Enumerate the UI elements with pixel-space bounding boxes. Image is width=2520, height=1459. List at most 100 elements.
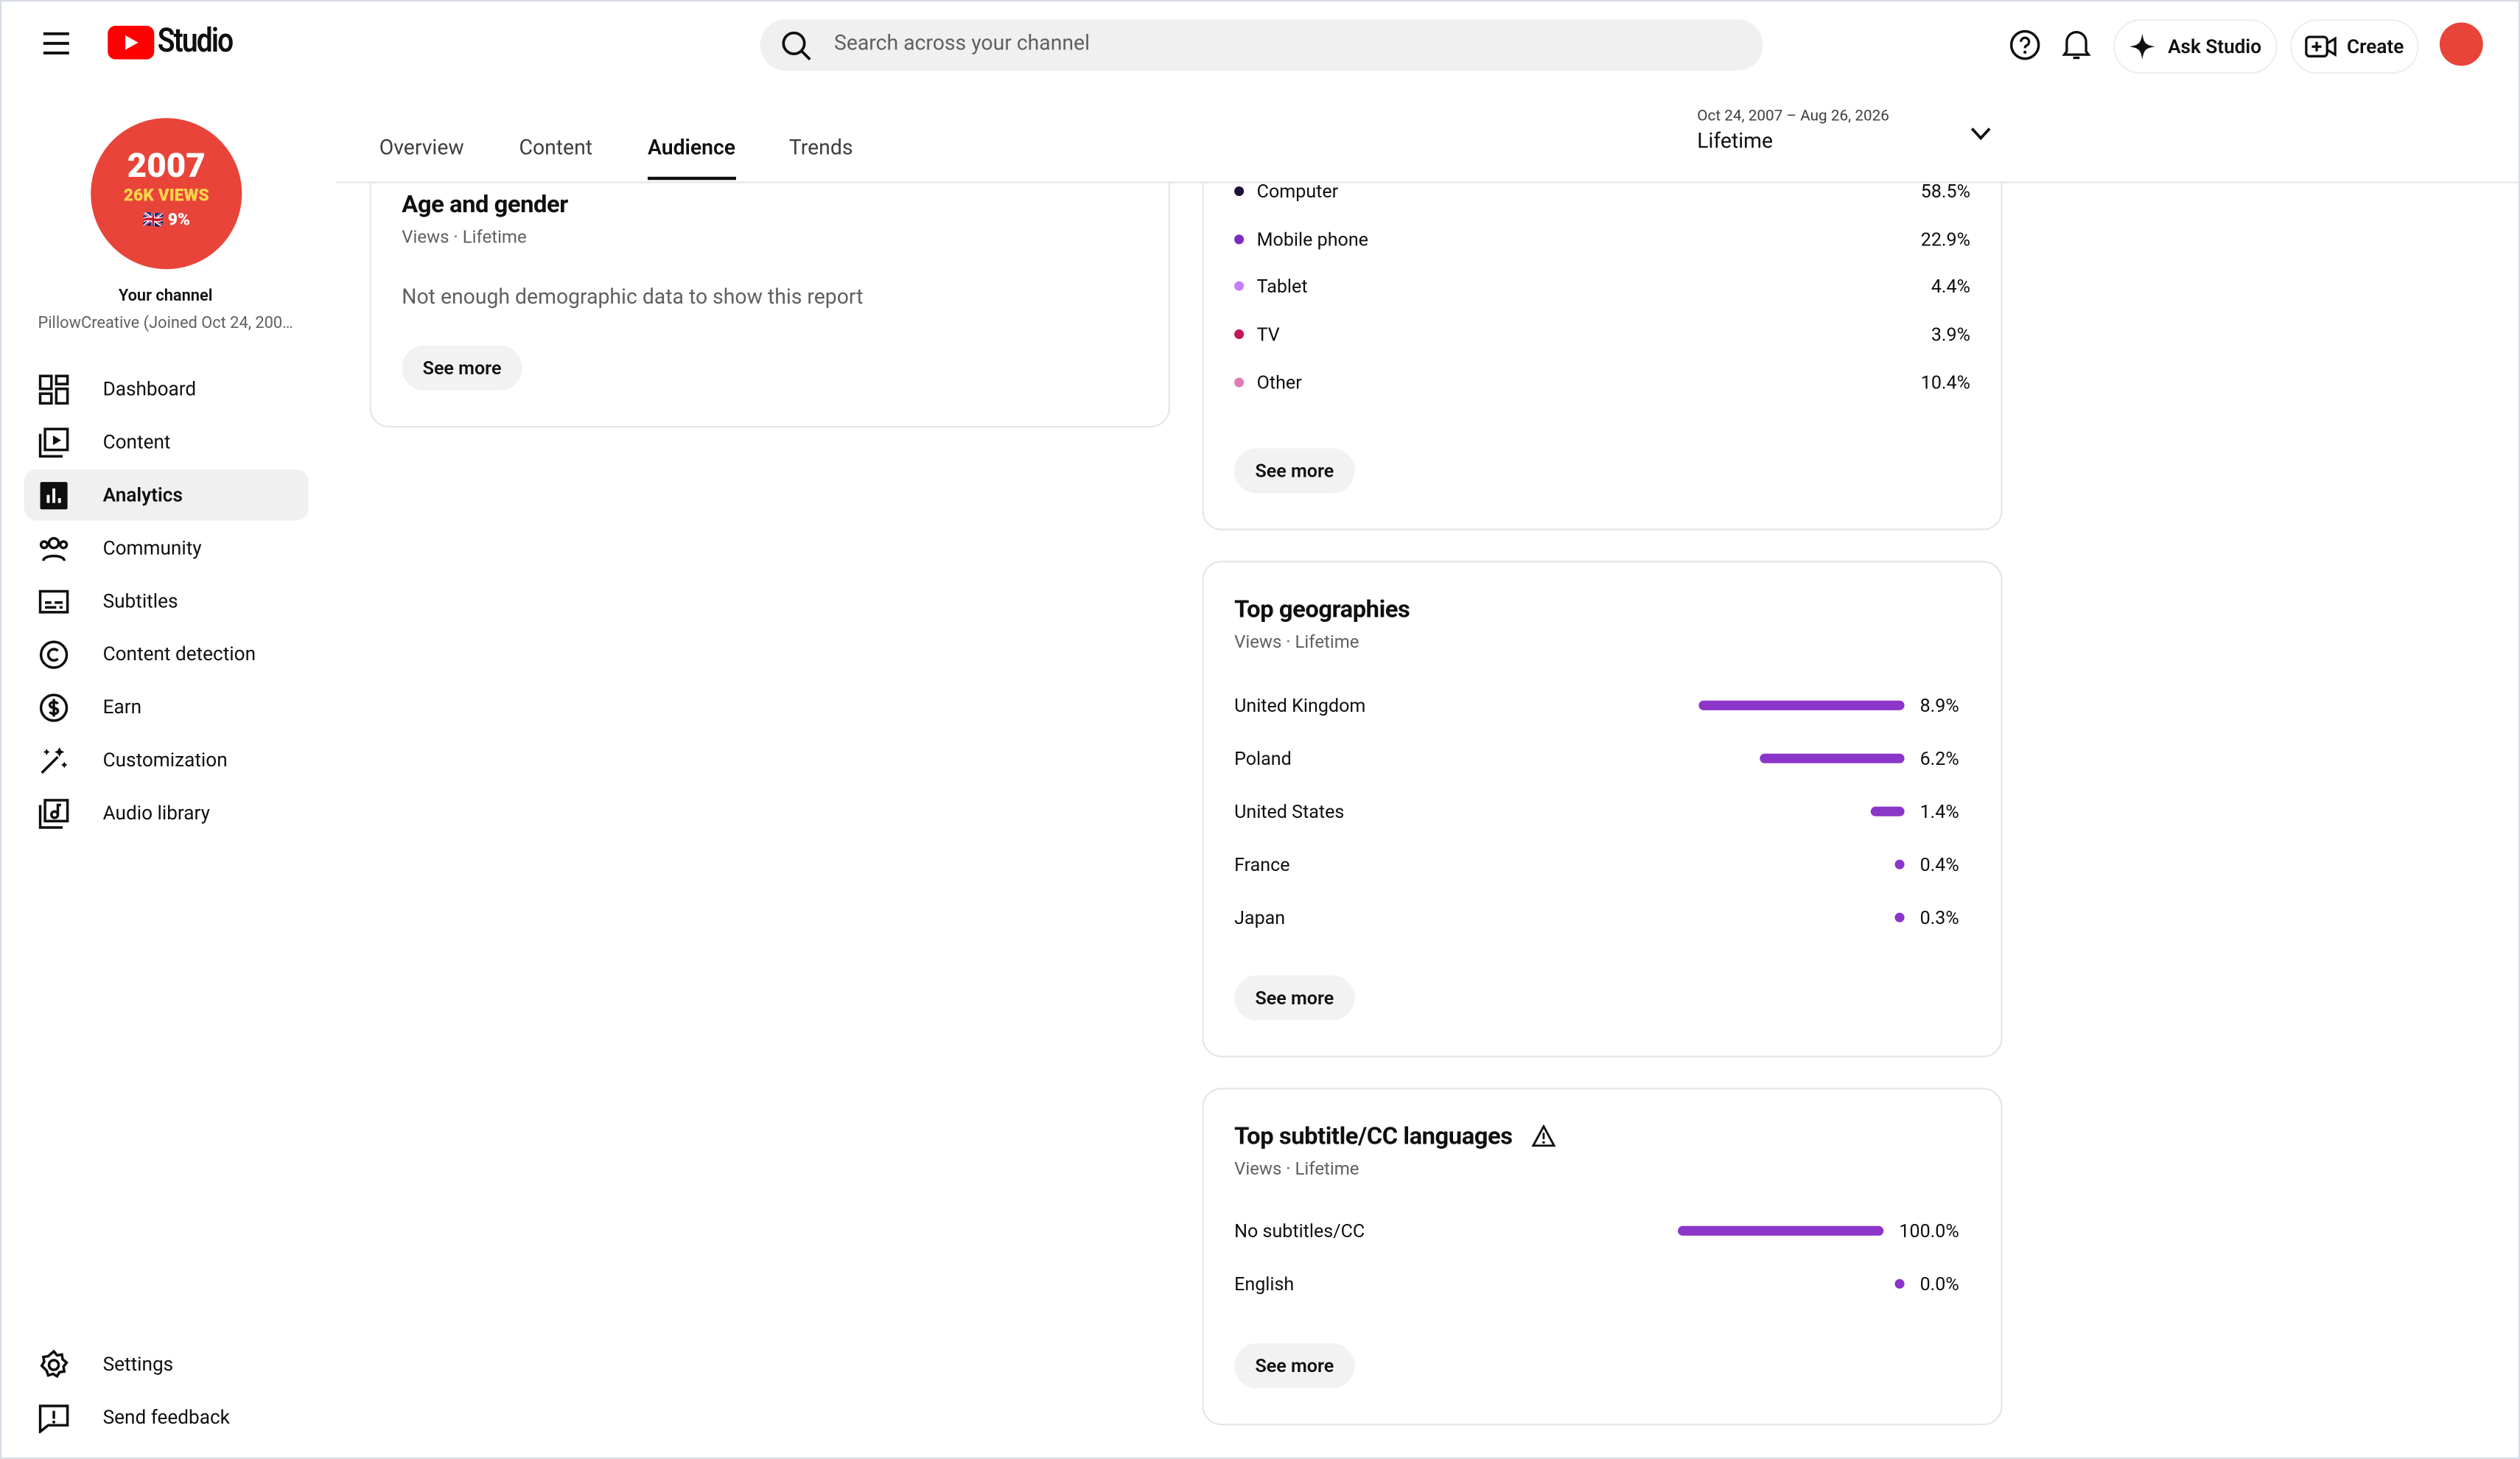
nav-label: Content (102, 430, 171, 453)
row-label: 6.2% (1919, 746, 1959, 770)
nav-label: Dashboard (102, 377, 197, 400)
device-share: 58.5% (1920, 180, 1971, 203)
device-row: Computer 58.5% (1234, 175, 1970, 208)
bar (1677, 1225, 1883, 1236)
channel-name: PillowCreative (Joined Oct 24, 200… (38, 315, 293, 333)
date-range: Oct 24, 2007 – Aug 26, 2026 (1697, 108, 1889, 126)
bar (1894, 859, 1904, 870)
device-row: Mobile phone 22.9% (1234, 223, 1970, 255)
tab[interactable]: Trends (788, 136, 853, 161)
search-placeholder: Search across your channel (833, 32, 1090, 57)
nav-icon (40, 1348, 69, 1377)
avatar-share: 🇬🇧 9% (142, 209, 190, 230)
search-box[interactable]: Search across your channel (760, 19, 1763, 71)
row-label: 1.4% (1919, 800, 1959, 823)
nav-item[interactable]: Content detection (24, 629, 309, 680)
nav-item[interactable]: Customization (24, 735, 309, 786)
bar (1760, 753, 1904, 763)
nav-label: Customization (102, 749, 228, 772)
nav-icon (40, 481, 68, 509)
menu-icon[interactable] (42, 30, 71, 56)
help-icon[interactable] (2009, 29, 2041, 61)
nav-icon (39, 536, 69, 561)
create-icon (2305, 35, 2337, 57)
date-range-label[interactable]: Lifetime (1697, 130, 1774, 155)
bar-row: Japan 0.3% (1234, 901, 1959, 934)
row-name: France (1234, 853, 1290, 876)
row-name: No subtitles/CC (1234, 1220, 1365, 1242)
device-name: Mobile phone (1256, 227, 1369, 251)
bar (1871, 806, 1904, 816)
nav-icon (41, 746, 68, 774)
row-label: 0.4% (1919, 853, 1959, 876)
device-name: Tablet (1256, 275, 1308, 298)
nav-item[interactable]: Subtitles (24, 575, 309, 627)
nav-label: Content detection (102, 643, 256, 665)
devices-card: See more Computer 58.5% Mobile phone 22.9% T… (1202, 98, 2003, 531)
tab[interactable]: Audience (647, 136, 736, 181)
empty-message: Not enough demographic data to show this… (402, 286, 864, 310)
row-name: Poland (1234, 746, 1292, 770)
see-more-button[interactable]: See more (1234, 1343, 1355, 1389)
bar-row: English 0.0% (1234, 1267, 1959, 1300)
device-name: Computer (1256, 180, 1339, 203)
ask-studio-button[interactable]: Ask Studio (2113, 19, 2278, 74)
nav-label: Subtitles (102, 589, 178, 612)
device-name: TV (1256, 323, 1280, 346)
sparkle-icon (2129, 33, 2155, 60)
create-button[interactable]: Create (2290, 19, 2419, 74)
bar-row: France 0.4% (1234, 848, 1959, 881)
card-subtitle: Views · Lifetime (402, 226, 527, 248)
channel-avatar[interactable] (90, 117, 242, 270)
nav-item[interactable]: Dashboard (24, 363, 309, 415)
bar (1894, 912, 1904, 923)
nav-item[interactable]: Send feedback (24, 1391, 309, 1443)
row-name: Japan (1234, 906, 1286, 929)
logo-icon[interactable] (108, 25, 155, 60)
device-share: 10.4% (1920, 371, 1971, 393)
nav-item[interactable]: Community (24, 522, 309, 574)
avatar-year: 2007 (127, 147, 206, 186)
nav-icon (38, 589, 69, 613)
card-title: Top geographies (1234, 594, 1410, 624)
nav-item[interactable]: Content (24, 416, 309, 468)
nav-icon (38, 1404, 69, 1433)
dropdown-chevron[interactable] (1970, 127, 1991, 141)
nav-item[interactable]: Analytics (24, 469, 309, 521)
row-name: English (1234, 1273, 1295, 1295)
device-row: TV 3.9% (1234, 318, 1970, 351)
row-label: 100.0% (1899, 1220, 1959, 1242)
device-name: Other (1256, 371, 1302, 393)
device-share: 22.9% (1920, 227, 1971, 251)
row-label: 8.9% (1919, 694, 1959, 717)
see-more-button[interactable]: See more (1234, 975, 1355, 1021)
see-more-button[interactable]: See more (1234, 448, 1355, 494)
row-label: 0.3% (1919, 906, 1959, 929)
tab[interactable]: Overview (379, 136, 464, 161)
nav-item[interactable]: Audio library (24, 787, 309, 839)
device-share: 4.4% (1931, 275, 1971, 298)
nav-icon (39, 640, 69, 668)
ask-studio-label: Ask Studio (2168, 35, 2262, 58)
card-subtitle: Views · Lifetime (1234, 1158, 1359, 1180)
legend-dot (1234, 234, 1245, 244)
nav-label: Community (102, 536, 202, 559)
avatar-views: 26K VIEWS (123, 184, 209, 206)
bar (1698, 700, 1904, 710)
nav-label: Send feedback (102, 1406, 230, 1429)
nav-item[interactable]: Earn (24, 682, 309, 733)
see-more-button[interactable]: See more (402, 345, 522, 391)
create-label: Create (2346, 35, 2404, 58)
subtitle-languages-card: Top subtitle/CC languages Views · Lifeti… (1202, 1088, 2003, 1426)
bar-row: Poland 6.2% (1234, 742, 1959, 774)
nav-label: Analytics (102, 483, 183, 506)
logo-text[interactable]: Studio (157, 22, 234, 61)
nav-item[interactable]: Settings (24, 1338, 309, 1390)
channel-label: Your channel (118, 287, 213, 306)
notifications-icon[interactable] (2062, 27, 2091, 61)
account-avatar[interactable] (2439, 22, 2483, 66)
warning-icon[interactable] (1531, 1124, 1556, 1147)
bar-row: United Kingdom 8.9% (1234, 689, 1959, 721)
tab[interactable]: Content (519, 136, 593, 161)
